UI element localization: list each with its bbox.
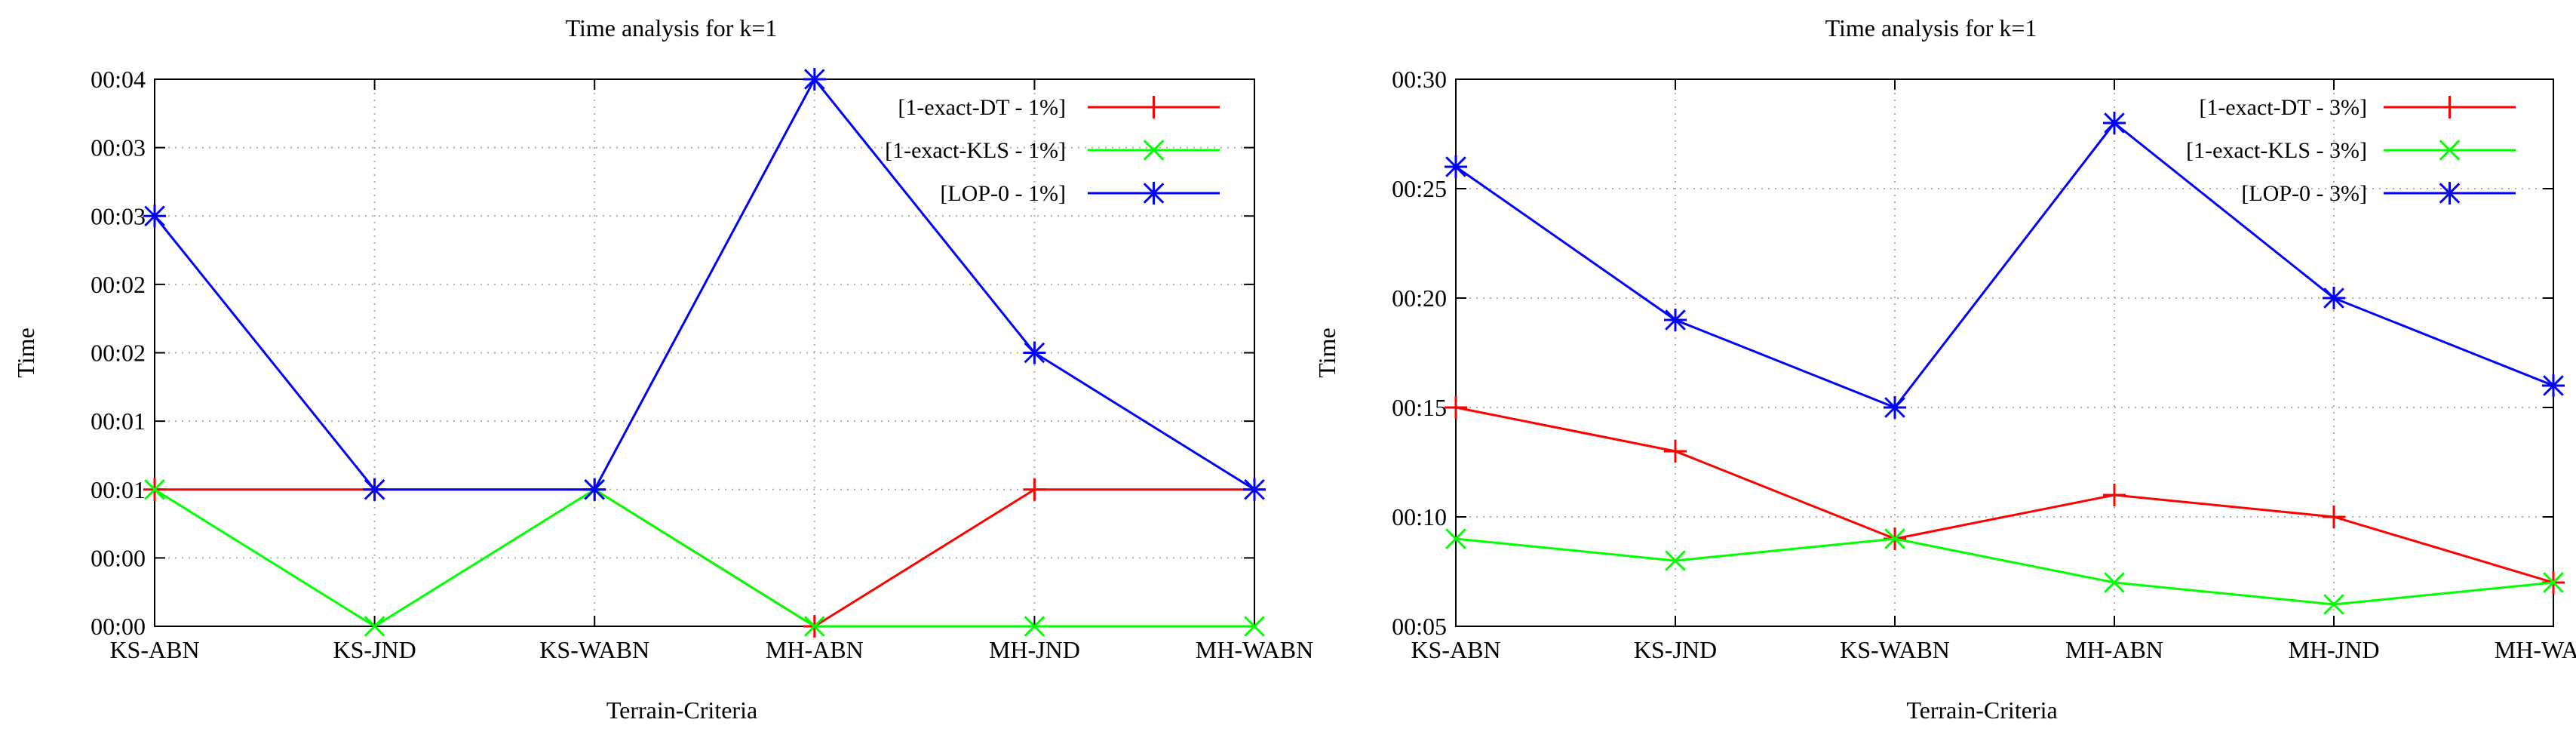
legend-label: [1-exact-DT - 3%] — [2199, 95, 2367, 120]
legend: [1-exact-DT - 3%] [1-exact-KLS - 3%] [LOP-… — [2186, 95, 2516, 206]
data-point — [1244, 616, 1265, 637]
legend-label: [LOP-0 - 1%] — [940, 181, 1066, 206]
series-line — [1455, 121, 2554, 409]
x-tick-label: MH-ABN — [766, 636, 864, 663]
series-line — [1455, 406, 2554, 584]
x-axis-label: Terrain-Criteria — [606, 696, 757, 724]
series-line — [153, 77, 1255, 491]
data-point — [2323, 287, 2345, 309]
legend-marker — [2438, 182, 2461, 204]
y-tick-label: 00:15 — [1392, 394, 1447, 421]
y-tick-label: 00:02 — [91, 271, 146, 298]
y-tick-label: 00:02 — [91, 340, 146, 367]
data-point — [583, 478, 606, 501]
data-point — [2323, 594, 2344, 615]
data-point — [2542, 374, 2565, 397]
y-tick-label: 00:01 — [91, 476, 146, 503]
data-point — [2103, 484, 2126, 506]
series-3 — [143, 68, 1266, 501]
legend-label: [1-exact-KLS - 1%] — [885, 138, 1066, 163]
y-axis-label: Time — [12, 327, 39, 377]
x-tick-label: MH-JND — [2289, 636, 2380, 663]
legend-marker — [1142, 96, 1165, 118]
series-2 — [1445, 528, 2564, 615]
data-point — [803, 616, 825, 637]
legend: [1-exact-DT - 1%] [1-exact-KLS - 1%] [LOP-… — [885, 95, 1220, 206]
y-tick-label: 00:00 — [91, 544, 146, 571]
legend-label: [1-exact-DT - 1%] — [898, 95, 1066, 120]
data-point — [143, 204, 166, 228]
x-tick-label: MH-JND — [989, 636, 1080, 663]
chart-title: Time analysis for k=1 — [566, 14, 778, 42]
x-tick-label: KS-ABN — [109, 636, 199, 663]
data-point — [1445, 396, 1467, 419]
data-point — [1445, 528, 1466, 549]
x-tick-label: MH-ABN — [2065, 636, 2163, 663]
legend-marker — [2439, 140, 2461, 161]
y-tick-label: 00:10 — [1392, 503, 1447, 530]
y-tick-label: 00:20 — [1392, 284, 1447, 312]
legend-marker — [1143, 140, 1165, 161]
series-1 — [1445, 396, 2565, 594]
data-point — [803, 68, 826, 91]
series-2 — [144, 478, 1265, 637]
series-3 — [1445, 112, 2565, 419]
x-tick-label: KS-WABN — [539, 636, 649, 663]
data-point — [2543, 572, 2564, 593]
x-axis-label: Terrain-Criteria — [1906, 696, 2057, 724]
data-point — [144, 478, 165, 500]
legend-label: [1-exact-KLS - 3%] — [2186, 138, 2367, 163]
y-tick-label: 00:03 — [91, 202, 146, 229]
data-point — [364, 616, 385, 637]
y-tick-label: 00:00 — [91, 613, 146, 640]
chart-title: Time analysis for k=1 — [1825, 14, 2037, 42]
y-tick-label: 00:05 — [1392, 613, 1447, 640]
data-point — [2323, 506, 2345, 528]
data-point — [1884, 396, 1906, 419]
x-tick-label: KS-JND — [1634, 636, 1717, 663]
series-line — [154, 487, 1254, 628]
data-point — [363, 478, 386, 501]
y-tick-label: 00:01 — [91, 407, 146, 435]
x-tick-label: MH-WABN — [1196, 636, 1313, 663]
x-tick-label: MH-WABN — [2495, 636, 2576, 663]
data-point — [2103, 112, 2126, 134]
data-point — [1664, 309, 1687, 331]
x-tick-label: KS-ABN — [1411, 636, 1500, 663]
y-tick-label: 00:30 — [1392, 66, 1447, 93]
data-point — [1243, 478, 1266, 501]
y-axis-label: Time — [1313, 327, 1340, 377]
data-point — [1023, 478, 1046, 501]
data-point — [1024, 616, 1045, 637]
legend-label: [LOP-0 - 3%] — [2241, 181, 2367, 206]
x-tick-label: KS-JND — [333, 636, 416, 663]
chart-panel-2: 00:05 00:10 00:15 00:20 00:25 00:30 KS-ABN KS-J… — [1313, 14, 2576, 724]
series-line — [1455, 537, 2554, 606]
plot-frame — [1455, 78, 2554, 627]
data-point — [2104, 572, 2125, 593]
y-tick-label: 00:25 — [1392, 175, 1447, 202]
y-tick-label: 00:03 — [91, 134, 146, 161]
x-tick-label: KS-WABN — [1840, 636, 1950, 663]
y-tick-label: 00:04 — [91, 66, 146, 93]
data-point — [1665, 550, 1686, 571]
legend-marker — [1142, 182, 1165, 204]
data-point — [1884, 528, 1905, 549]
legend-marker — [2438, 96, 2461, 118]
data-point — [1664, 440, 1687, 463]
chart-panel-1: 00:00 00:00 00:01 00:01 00:02 00:02 00:03 00:03… — [12, 14, 1313, 724]
data-point — [1023, 341, 1046, 364]
data-point — [1445, 155, 1467, 178]
